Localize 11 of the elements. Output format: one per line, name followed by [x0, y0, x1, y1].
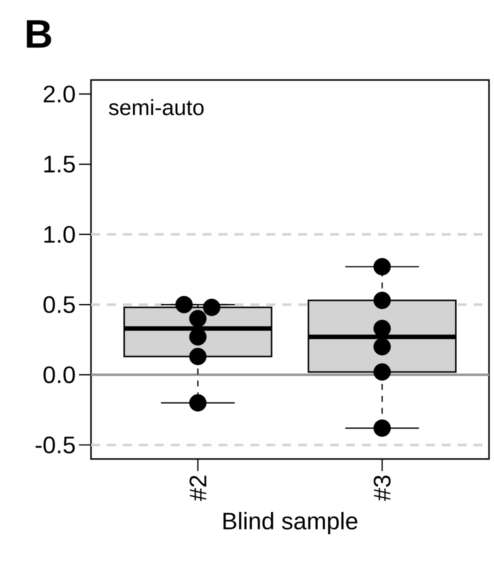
- y-tick-label: -0.5: [36, 436, 75, 454]
- x-axis-title: Blind sample: [224, 512, 358, 534]
- annotation: semi-auto: [108, 99, 204, 116]
- x-tick-label: #2: [190, 476, 206, 502]
- y-tick-label: 0.5: [44, 296, 75, 314]
- y-tick-label: 0.0: [44, 366, 75, 384]
- x-tick-label: #3: [374, 476, 391, 502]
- y-tick-label: 2.0: [44, 86, 75, 102]
- y-tick-label: 1.5: [44, 156, 75, 173]
- chart-title: B: [26, 20, 52, 48]
- y-tick-label: 1.0: [44, 226, 75, 243]
